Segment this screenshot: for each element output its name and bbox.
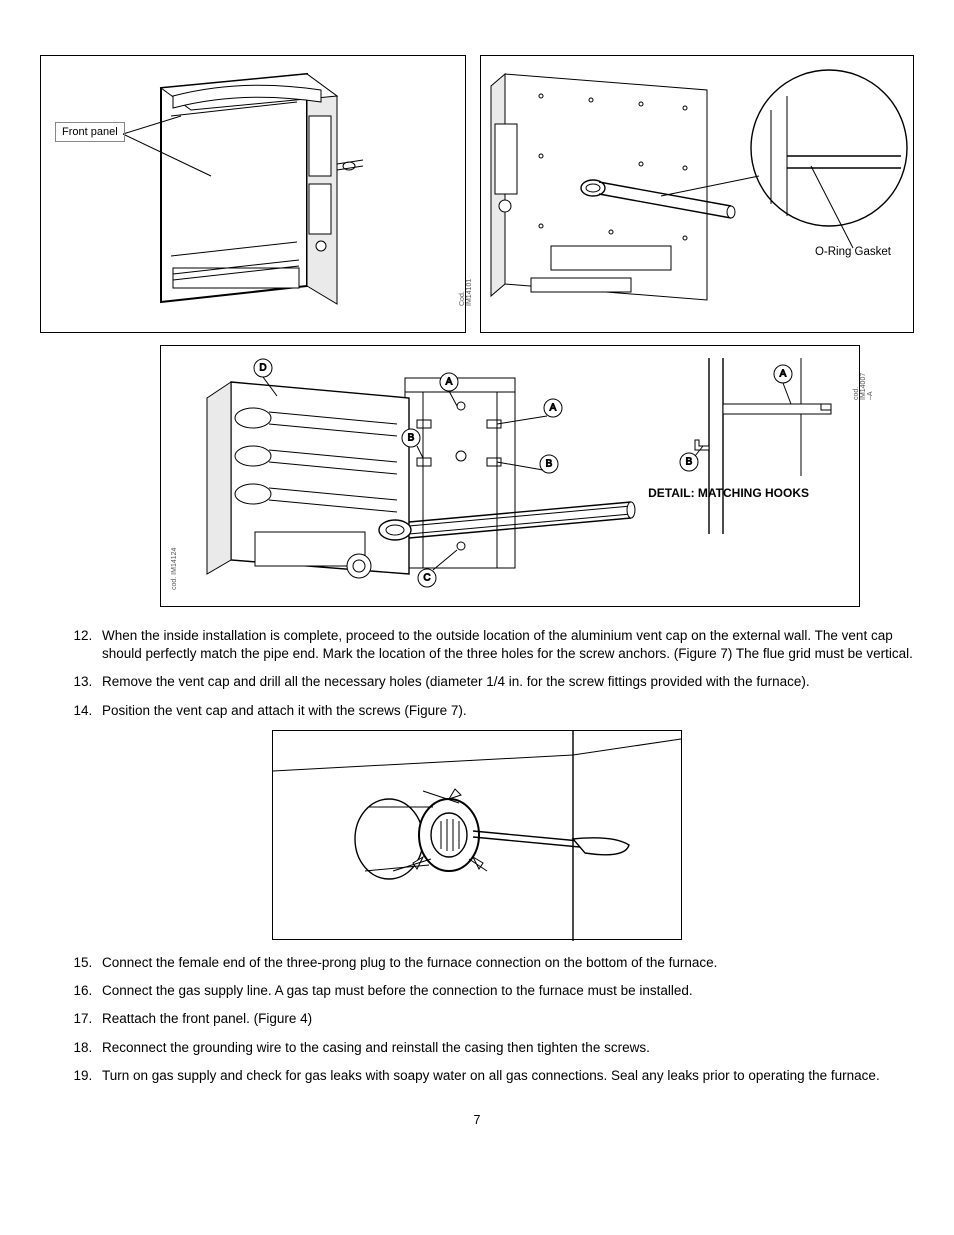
step-18: Reconnect the grounding wire to the casi…	[96, 1039, 914, 1057]
step-14: Position the vent cap and attach it with…	[96, 702, 914, 720]
oring-label: O-Ring Gasket	[815, 246, 891, 258]
figure-code-left: Cod. IM14101	[459, 279, 473, 306]
svg-text:D: D	[259, 363, 266, 374]
figure-vent-cap	[272, 730, 682, 940]
vent-cap-illustration	[273, 731, 683, 941]
step-19: Turn on gas supply and check for gas lea…	[96, 1067, 914, 1085]
step-12: When the inside installation is complete…	[96, 627, 914, 663]
detail-hooks-label: DETAIL: MATCHING HOOKS	[648, 486, 809, 500]
step-17: Reattach the front panel. (Figure 4)	[96, 1010, 914, 1028]
front-panel-illustration	[41, 56, 467, 334]
figure-row-bottom	[40, 730, 914, 940]
svg-text:B: B	[546, 459, 553, 470]
svg-text:B: B	[686, 457, 693, 468]
figure-code-mid-right: cod. IM14007 –A	[853, 373, 874, 400]
step-16: Connect the gas supply line. A gas tap m…	[96, 982, 914, 1000]
svg-text:A: A	[446, 377, 453, 388]
steps-list-lower: Connect the female end of the three-pron…	[56, 954, 914, 1085]
figure-code-mid-left: cod. IM14124	[171, 548, 178, 590]
steps-list-upper: When the inside installation is complete…	[56, 627, 914, 720]
matching-hooks-illustration: D A A B B C A B	[161, 346, 861, 608]
svg-text:C: C	[423, 573, 430, 584]
svg-text:B: B	[408, 433, 415, 444]
figure-row-top: Front panel Cod. IM14101	[40, 55, 914, 333]
document-page: Front panel Cod. IM14101	[0, 0, 954, 1167]
page-number: 7	[40, 1113, 914, 1127]
svg-text:A: A	[780, 369, 787, 380]
svg-text:A: A	[550, 403, 557, 414]
figure-front-panel: Front panel Cod. IM14101	[40, 55, 466, 333]
oring-illustration	[481, 56, 915, 334]
front-panel-label: Front panel	[55, 122, 125, 142]
figure-matching-hooks: cod. IM14124 cod. IM14007 –A DETAIL: MAT…	[160, 345, 860, 607]
step-13: Remove the vent cap and drill all the ne…	[96, 673, 914, 691]
figure-oring: O-Ring Gasket	[480, 55, 914, 333]
figure-row-mid: cod. IM14124 cod. IM14007 –A DETAIL: MAT…	[40, 345, 914, 607]
step-15: Connect the female end of the three-pron…	[96, 954, 914, 972]
